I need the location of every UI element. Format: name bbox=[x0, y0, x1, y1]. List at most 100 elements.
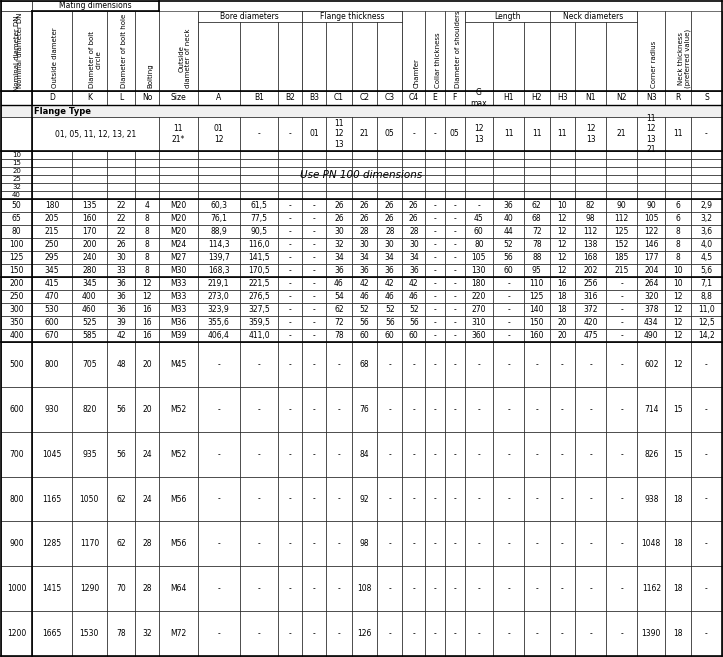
Bar bbox=[445, 159, 465, 167]
Bar bbox=[159, 159, 197, 167]
Text: 30: 30 bbox=[334, 227, 343, 236]
Bar bbox=[465, 522, 493, 566]
Text: -: - bbox=[313, 253, 315, 262]
Bar bbox=[524, 566, 549, 611]
Text: -: - bbox=[453, 305, 456, 314]
Text: 125: 125 bbox=[530, 292, 544, 301]
Text: -: - bbox=[434, 305, 437, 314]
Bar bbox=[549, 277, 575, 290]
Text: -: - bbox=[453, 449, 456, 459]
Bar bbox=[197, 566, 240, 611]
Bar bbox=[32, 238, 72, 251]
Bar bbox=[159, 212, 197, 225]
Text: 52: 52 bbox=[504, 240, 513, 249]
Bar bbox=[549, 251, 575, 264]
Bar bbox=[403, 329, 425, 342]
Bar bbox=[403, 522, 425, 566]
Bar bbox=[575, 387, 606, 432]
Bar bbox=[197, 432, 240, 476]
Text: -: - bbox=[434, 279, 437, 288]
Bar bbox=[403, 225, 425, 238]
Bar bbox=[425, 566, 445, 611]
Bar bbox=[524, 199, 549, 212]
Text: 11
12
13
21: 11 12 13 21 bbox=[646, 114, 656, 154]
Bar bbox=[637, 191, 665, 199]
Bar bbox=[278, 11, 302, 91]
Bar bbox=[524, 432, 549, 476]
Text: -: - bbox=[388, 360, 391, 369]
Bar bbox=[159, 329, 197, 342]
Text: M33: M33 bbox=[170, 292, 187, 301]
Bar bbox=[32, 191, 72, 199]
Bar bbox=[691, 167, 722, 175]
Text: 276,5: 276,5 bbox=[248, 292, 270, 301]
Bar bbox=[197, 151, 240, 159]
Bar bbox=[197, 91, 240, 105]
Bar bbox=[445, 167, 465, 175]
Bar bbox=[465, 159, 493, 167]
Bar bbox=[351, 117, 377, 151]
Text: 36: 36 bbox=[116, 292, 126, 301]
Text: 68: 68 bbox=[359, 360, 369, 369]
Text: -: - bbox=[257, 495, 260, 503]
Bar bbox=[403, 212, 425, 225]
Bar bbox=[493, 329, 524, 342]
Bar bbox=[302, 290, 326, 303]
Text: Collar thickness: Collar thickness bbox=[435, 32, 441, 88]
Text: -: - bbox=[453, 214, 456, 223]
Bar bbox=[377, 611, 403, 656]
Text: 105: 105 bbox=[644, 214, 659, 223]
Bar bbox=[637, 277, 665, 290]
Bar bbox=[606, 432, 637, 476]
Text: -: - bbox=[218, 449, 220, 459]
Text: 70: 70 bbox=[116, 584, 126, 593]
Text: 1165: 1165 bbox=[42, 495, 61, 503]
Bar bbox=[465, 303, 493, 316]
Bar bbox=[72, 251, 107, 264]
Bar bbox=[606, 329, 637, 342]
Text: 125: 125 bbox=[9, 253, 24, 262]
Text: -: - bbox=[705, 495, 708, 503]
Bar bbox=[351, 167, 377, 175]
Text: 88: 88 bbox=[532, 253, 542, 262]
Text: -: - bbox=[477, 539, 480, 549]
Text: -: - bbox=[288, 495, 291, 503]
Text: 80: 80 bbox=[474, 240, 484, 249]
Bar bbox=[524, 151, 549, 159]
Bar bbox=[32, 566, 72, 611]
Bar bbox=[1, 11, 32, 91]
Bar bbox=[278, 476, 302, 522]
Bar bbox=[135, 264, 159, 277]
Text: Diameter of shoulders: Diameter of shoulders bbox=[455, 11, 461, 88]
Bar bbox=[403, 432, 425, 476]
Bar bbox=[72, 316, 107, 329]
Bar bbox=[403, 159, 425, 167]
Text: 42: 42 bbox=[359, 279, 369, 288]
Text: 61,5: 61,5 bbox=[251, 201, 268, 210]
Bar bbox=[524, 159, 549, 167]
Text: 700: 700 bbox=[9, 449, 24, 459]
Text: -: - bbox=[412, 129, 415, 139]
Bar bbox=[1, 611, 32, 656]
Bar bbox=[302, 611, 326, 656]
Text: -: - bbox=[453, 495, 456, 503]
Text: 415: 415 bbox=[45, 279, 59, 288]
Bar bbox=[665, 11, 691, 91]
Bar bbox=[637, 199, 665, 212]
Text: -: - bbox=[477, 360, 480, 369]
Bar bbox=[403, 117, 425, 151]
Text: 1530: 1530 bbox=[80, 629, 99, 638]
Text: -: - bbox=[434, 214, 437, 223]
Bar bbox=[32, 11, 72, 91]
Bar bbox=[493, 522, 524, 566]
Bar bbox=[302, 238, 326, 251]
Text: -: - bbox=[218, 629, 220, 638]
Bar bbox=[326, 151, 351, 159]
Bar bbox=[377, 342, 403, 387]
Bar bbox=[240, 11, 278, 91]
Bar bbox=[135, 387, 159, 432]
Text: 36: 36 bbox=[504, 201, 513, 210]
Bar bbox=[549, 225, 575, 238]
Bar bbox=[240, 342, 278, 387]
Text: -: - bbox=[434, 292, 437, 301]
